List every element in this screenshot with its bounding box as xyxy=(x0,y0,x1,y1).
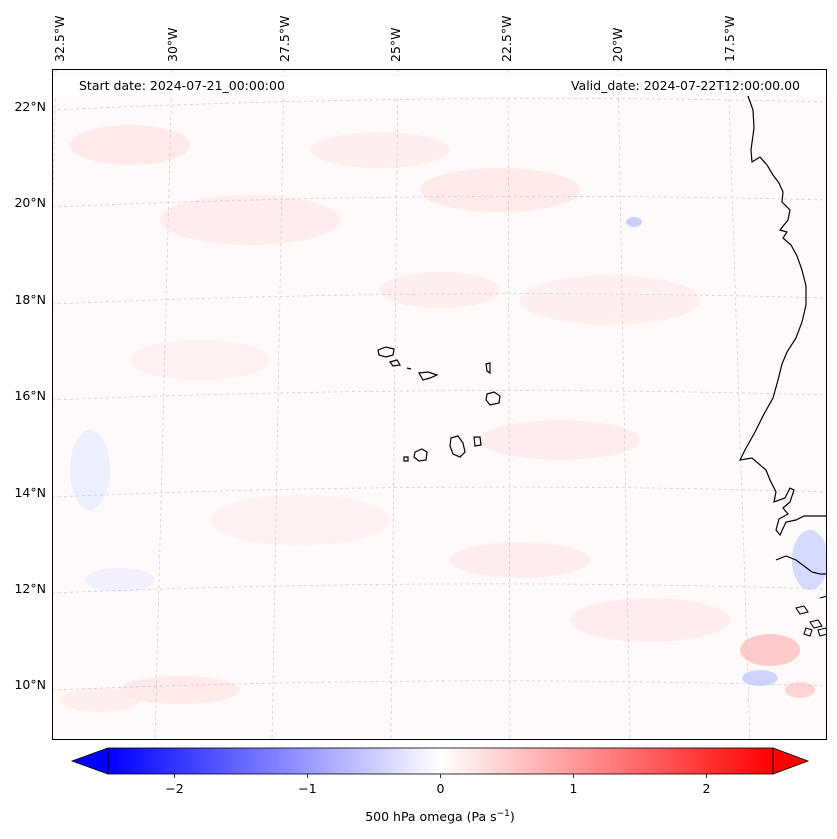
african-coastline xyxy=(738,95,827,537)
map-frame xyxy=(52,69,827,740)
map-gridlines xyxy=(52,69,827,740)
start-date-label: Start date: 2024-07-21_00:00:00 xyxy=(79,78,285,93)
colorbar-tick-label: 0 xyxy=(437,781,445,796)
lon-label: 32.5°W xyxy=(52,16,67,62)
lat-label: 16°N xyxy=(14,388,46,403)
colorbar-title: 500 hPa omega (Pa s−1) xyxy=(365,809,515,824)
colorbar-tick-label: 1 xyxy=(570,781,578,796)
guinea-coastline xyxy=(775,555,827,575)
colorbar: −2 −1 0 1 2 500 hPa omega (Pa s−1) xyxy=(70,747,810,824)
lat-label: 14°N xyxy=(14,485,46,500)
lon-label: 27.5°W xyxy=(277,16,292,62)
lon-label: 30°W xyxy=(165,27,180,62)
valid-date-label: Valid_date: 2024-07-22T12:00:00.00 xyxy=(571,78,800,93)
lon-label: 22.5°W xyxy=(499,16,514,62)
colorbar-ticks: −2 −1 0 1 2 xyxy=(165,774,710,796)
lon-label: 25°W xyxy=(388,27,403,62)
lon-label: 20°W xyxy=(610,27,625,62)
omega-field xyxy=(60,125,827,712)
latitude-labels: 22°N 20°N 18°N 16°N 14°N 12°N 10°N xyxy=(14,99,46,692)
colorbar-extend-high xyxy=(772,747,810,775)
lat-label: 18°N xyxy=(14,292,46,307)
lon-label: 17.5°W xyxy=(722,16,737,62)
colorbar-gradient xyxy=(107,747,774,775)
colorbar-tick-label: 2 xyxy=(703,781,711,796)
lat-label: 22°N xyxy=(14,99,46,114)
colorbar-tick-label: −1 xyxy=(298,781,316,796)
cape-verde-islands xyxy=(377,346,501,462)
map-panel xyxy=(52,69,827,740)
colorbar-tick-label: −2 xyxy=(165,781,183,796)
lat-label: 12°N xyxy=(14,581,46,596)
date-label-band xyxy=(52,76,827,96)
lat-label: 10°N xyxy=(14,677,46,692)
lat-label: 20°N xyxy=(14,195,46,210)
map-background xyxy=(52,69,827,740)
longitude-labels: 32.5°W 30°W 27.5°W 25°W 22.5°W 20°W 17.5… xyxy=(52,16,737,62)
colorbar-extend-low xyxy=(70,747,109,775)
bijagos-islands xyxy=(795,595,827,637)
